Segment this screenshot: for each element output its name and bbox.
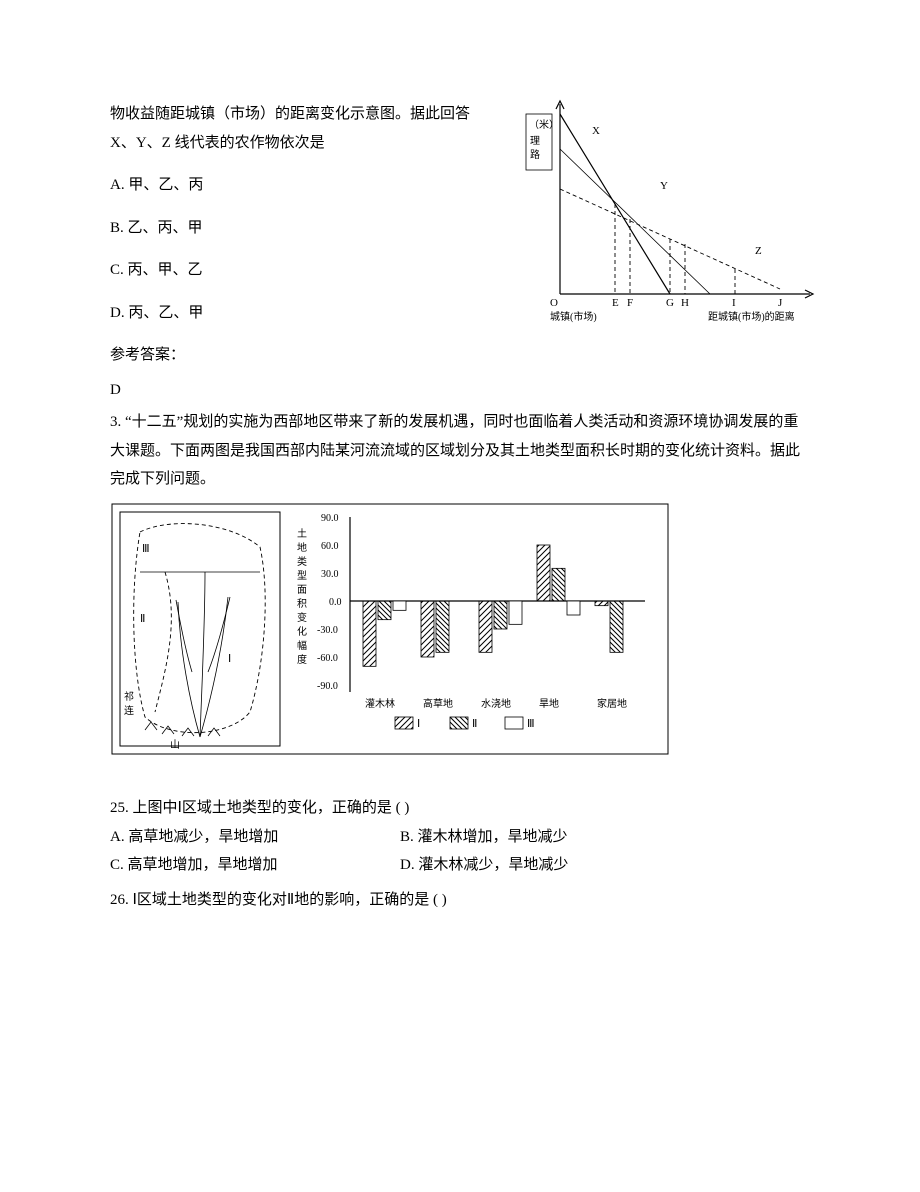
q2-tick-j: J xyxy=(778,297,783,309)
legend-3: Ⅲ xyxy=(527,718,535,730)
q3-figure: Ⅲ Ⅱ Ⅰ 祁 连 山 土 地 类 型 面 积 变 化 幅 度 90.0 60.… xyxy=(110,502,670,772)
bar-category: 家居地 xyxy=(597,697,627,710)
q2-line-z: Z xyxy=(755,245,762,257)
svg-text:面: 面 xyxy=(297,585,307,596)
q2-ylabel-b2: 路 xyxy=(530,148,540,161)
bar-category: 水浇地 xyxy=(481,697,511,710)
q2-ylabel-b1: 理 xyxy=(530,135,540,147)
question-2-text: 物收益随距城镇（市场）的距离变化示意图。据此回答 X、Y、Z 线代表的农作物依次… xyxy=(110,100,480,404)
svg-text:幅: 幅 xyxy=(297,639,307,652)
legend-1: Ⅰ xyxy=(417,718,420,730)
q2-xlabel-left: 城镇(市场) xyxy=(550,310,597,323)
q25-option-b: B. 灌木林增加，旱地减少 xyxy=(400,823,568,852)
q2-tick-h: H xyxy=(681,297,689,309)
q2-line-y: Y xyxy=(660,180,668,192)
bar xyxy=(509,601,522,624)
map-region-1: Ⅰ xyxy=(228,653,231,665)
q3-bar-chart: 土 地 类 型 面 积 变 化 幅 度 90.0 60.0 30.0 0.0 -… xyxy=(297,513,645,730)
svg-text:地: 地 xyxy=(297,541,307,554)
bar xyxy=(393,601,406,610)
map-region-3: Ⅲ xyxy=(142,543,150,555)
q2-ylabel-top: （米） xyxy=(529,118,559,131)
ytick-n30: -30.0 xyxy=(317,625,338,636)
question-2-block: 物收益随距城镇（市场）的距离变化示意图。据此回答 X、Y、Z 线代表的农作物依次… xyxy=(110,100,810,404)
bar xyxy=(537,545,550,601)
q2-option-c: C. 丙、甲、乙 xyxy=(110,256,480,285)
bar-legend: Ⅰ Ⅱ Ⅲ xyxy=(395,717,535,730)
ytick-0: 0.0 xyxy=(329,597,342,608)
bar xyxy=(595,601,608,606)
bar xyxy=(494,601,507,629)
bar xyxy=(421,601,434,657)
bar-category: 高草地 xyxy=(423,697,453,710)
svg-text:变: 变 xyxy=(297,611,307,624)
q25-options-row2: C. 高草地增加，旱地增加 D. 灌木林减少，旱地减少 xyxy=(110,851,810,880)
svg-text:度: 度 xyxy=(297,653,307,666)
q2-option-b: B. 乙、丙、甲 xyxy=(110,214,480,243)
bar xyxy=(479,601,492,652)
bar xyxy=(436,601,449,652)
svg-text:积: 积 xyxy=(297,598,307,610)
ytick-n90: -90.0 xyxy=(317,681,338,692)
bar xyxy=(378,601,391,620)
bar xyxy=(363,601,376,666)
bar-category: 旱地 xyxy=(539,697,559,710)
bar-ylabel: 土 地 类 型 面 积 变 化 幅 度 xyxy=(297,527,307,666)
q2-paragraph: 物收益随距城镇（市场）的距离变化示意图。据此回答 X、Y、Z 线代表的农作物依次… xyxy=(110,100,480,157)
q2-tick-f: F xyxy=(627,297,633,309)
bar xyxy=(567,601,580,615)
svg-text:化: 化 xyxy=(297,625,307,638)
svg-text:类: 类 xyxy=(297,555,307,568)
map-mtn-2: 连 xyxy=(124,704,134,717)
map-mtn-1: 祁 xyxy=(124,690,134,703)
bar xyxy=(552,568,565,601)
answer-label: 参考答案： xyxy=(110,341,480,370)
q2-tick-g: G xyxy=(666,297,674,309)
q2-option-a: A. 甲、乙、丙 xyxy=(110,171,480,200)
q2-option-d: D. 丙、乙、甲 xyxy=(110,299,480,328)
q2-origin: O xyxy=(550,297,558,309)
ytick-30: 30.0 xyxy=(321,569,339,580)
q2-chart: （米） 理 路 X Y Z O E F G H I J 城镇(市场) 距城镇(市… xyxy=(520,94,820,324)
q2-line-x: X xyxy=(592,125,600,137)
q25-options-row1: A. 高草地减少，旱地增加 B. 灌木林增加，旱地减少 xyxy=(110,823,810,852)
q25-option-d: D. 灌木林减少，旱地减少 xyxy=(400,851,568,880)
q25-option-c: C. 高草地增加，旱地增加 xyxy=(110,851,400,880)
ytick-90: 90.0 xyxy=(321,513,339,524)
q3-map: Ⅲ Ⅱ Ⅰ 祁 连 山 xyxy=(124,523,265,750)
q2-answer: D xyxy=(110,376,480,405)
bar xyxy=(610,601,623,652)
q2-xlabel-right: 距城镇(市场)的距离 xyxy=(708,310,795,323)
map-region-2: Ⅱ xyxy=(140,613,145,625)
bar-category: 灌木林 xyxy=(365,697,395,710)
svg-text:土: 土 xyxy=(297,527,307,540)
q3-intro: 3. “十二五”规划的实施为西部地区带来了新的发展机遇，同时也面临着人类活动和资… xyxy=(110,408,810,494)
ytick-60: 60.0 xyxy=(321,541,339,552)
q2-tick-i: I xyxy=(732,297,736,309)
ytick-n60: -60.0 xyxy=(317,653,338,664)
map-mtn-3: 山 xyxy=(170,739,180,751)
q26-stem: 26. Ⅰ区域土地类型的变化对Ⅱ地的影响，正确的是 ( ) xyxy=(110,886,810,915)
svg-text:型: 型 xyxy=(297,569,307,582)
q2-tick-e: E xyxy=(612,297,619,309)
q25-option-a: A. 高草地减少，旱地增加 xyxy=(110,823,400,852)
legend-2: Ⅱ xyxy=(472,718,477,730)
q25-stem: 25. 上图中Ⅰ区域土地类型的变化，正确的是 ( ) xyxy=(110,794,810,823)
